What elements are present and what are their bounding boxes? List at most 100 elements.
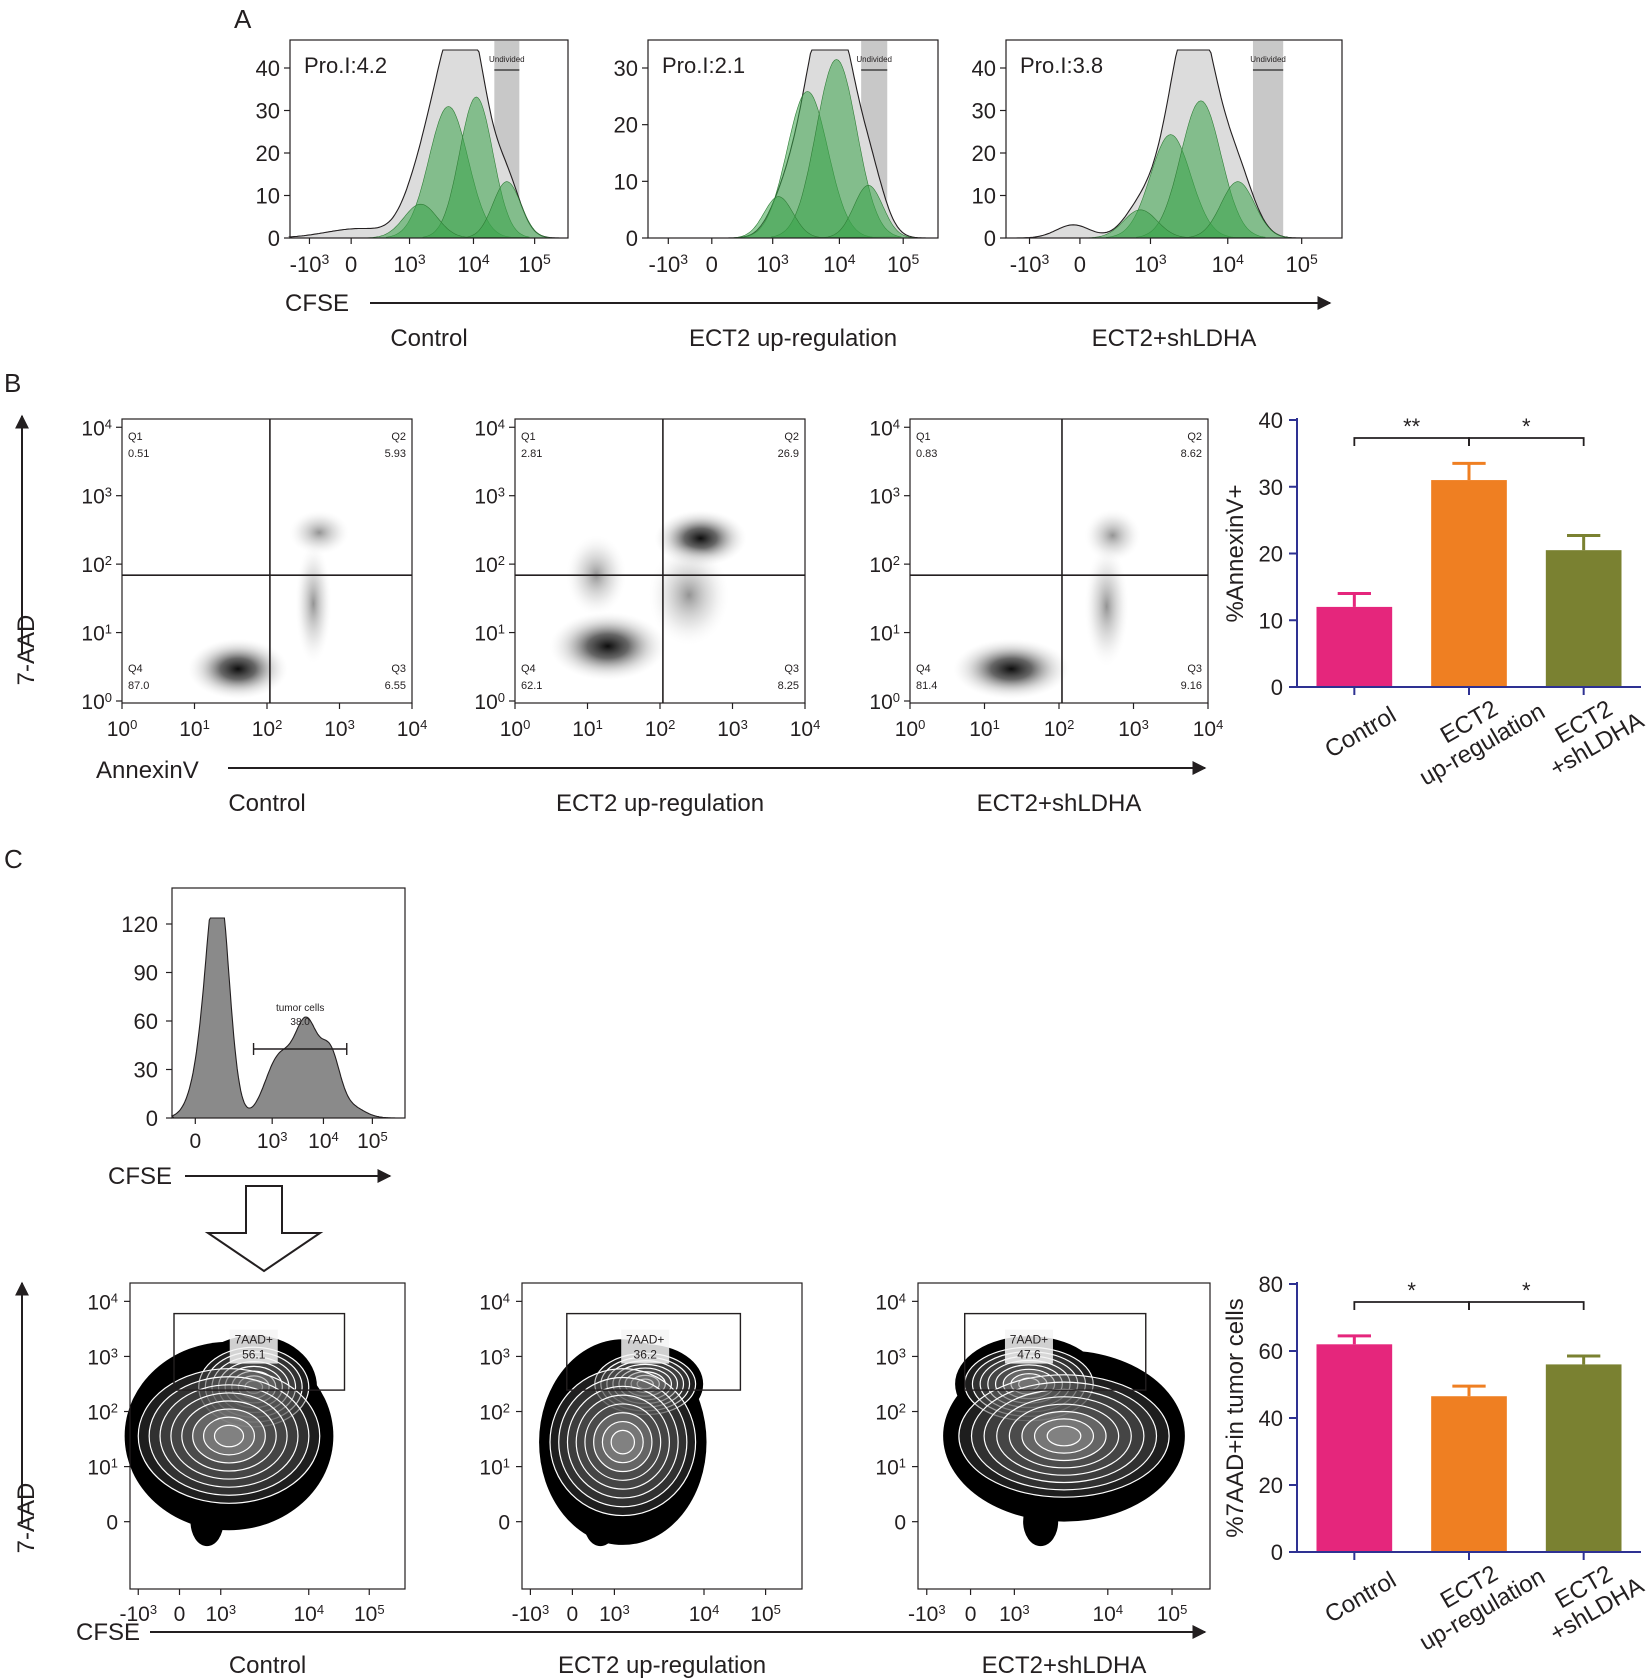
- quadrant-q4-value: 81.4: [916, 680, 937, 692]
- y-tick-label: 103: [81, 484, 112, 509]
- y-tick-label: 103: [479, 1345, 510, 1370]
- contour-ring: [1046, 1425, 1082, 1447]
- generation-peak: [821, 185, 915, 239]
- y-tick-label: 20: [972, 141, 996, 166]
- y-tick-label: 60: [134, 1009, 158, 1034]
- x-tick-label: 0: [1074, 252, 1086, 277]
- cfse-axis-title: CFSE: [285, 290, 349, 317]
- contour-ring: [618, 1367, 673, 1401]
- density-region: [1084, 509, 1141, 562]
- significance-label: *: [1407, 1278, 1416, 1303]
- category-label: ECT2+shLDHA: [1532, 685, 1646, 783]
- category-label: Control: [1320, 701, 1401, 763]
- y-tick-label: 104: [869, 416, 900, 441]
- condition-label: ECT2 up-regulation: [558, 1652, 766, 1679]
- x-tick-label: 100: [107, 717, 138, 742]
- contour-ring: [566, 1385, 679, 1499]
- x-tick-label: 102: [252, 717, 283, 742]
- gate-label-bg: [621, 1329, 670, 1364]
- x-tick-label: 0: [567, 1603, 579, 1626]
- proliferation-index: Pro.I:4.2: [304, 53, 387, 78]
- contour-ring: [148, 1376, 310, 1496]
- gate-label-bg: [229, 1329, 278, 1364]
- gate-value: 56.1: [242, 1348, 266, 1362]
- y-tick-label: 100: [81, 690, 112, 715]
- y-tick-label: 102: [869, 553, 900, 578]
- y-tick-label: 10: [256, 184, 280, 209]
- bar-control: [1316, 606, 1393, 687]
- plot-frame: [1005, 39, 1343, 239]
- x-tick-label: 103: [257, 1129, 288, 1154]
- aad-gate: [173, 1312, 346, 1391]
- contour-ring: [601, 1420, 644, 1464]
- plot-frame: [647, 39, 939, 239]
- undivided-gate-label: Undivided: [489, 55, 525, 64]
- y-tick-label: 40: [1259, 408, 1283, 433]
- quadrant-q3-value: 8.25: [778, 680, 799, 692]
- quadrant-q2-name: Q2: [1187, 431, 1202, 443]
- category-label: ECT2up-regulation: [1402, 675, 1550, 791]
- x-tick-label: 103: [717, 717, 748, 742]
- aad-axis-title: 7-AAD: [13, 1483, 40, 1554]
- category-label: ECT2+shLDHA: [1532, 1550, 1646, 1648]
- panel-label-a: A: [234, 4, 252, 34]
- y-tick-label: 104: [81, 416, 112, 441]
- condition-label: ECT2+shLDHA: [977, 790, 1142, 817]
- x-tick-label: 105: [1286, 251, 1318, 277]
- y-axis-label: %7AAD+in tumor cells: [1222, 1298, 1249, 1537]
- quadrant-q3-value: 9.16: [1181, 680, 1202, 692]
- contour-ring: [549, 1368, 697, 1517]
- plot-frame: [289, 39, 569, 239]
- contour-ring: [159, 1384, 299, 1488]
- quadrant-q2-name: Q2: [784, 431, 799, 443]
- generation-peak: [462, 181, 552, 239]
- aad-axis-title: 7-AAD: [13, 615, 40, 686]
- bar-ect2-up-regulation: [1431, 480, 1507, 687]
- histogram-curve: [171, 917, 405, 1119]
- cfse-axis-title: CFSE: [76, 1619, 140, 1646]
- panel-b: Q10.51Q25.93Q36.55Q487.01001011021031041…: [13, 408, 1646, 817]
- gate-name: 7AAD+: [1010, 1333, 1048, 1347]
- x-tick-label: 103: [999, 1602, 1030, 1627]
- contour-ring: [584, 1403, 662, 1481]
- x-tick-label: -103: [512, 1602, 550, 1627]
- x-tick-label: 0: [965, 1603, 977, 1626]
- y-tick-label: 104: [479, 1290, 510, 1315]
- quadrant-q1-value: 0.51: [128, 448, 149, 460]
- quadrant-q1-value: 0.83: [916, 448, 937, 460]
- y-tick-label: 104: [474, 416, 505, 441]
- y-tick-label: 104: [87, 1290, 118, 1315]
- y-tick-label: 30: [134, 1058, 158, 1083]
- x-tick-label: 103: [757, 251, 789, 277]
- y-tick-label: 103: [869, 484, 900, 509]
- y-tick-label: 90: [134, 961, 158, 986]
- density-region: [953, 638, 1070, 699]
- y-tick-label: 100: [869, 690, 900, 715]
- x-tick-label: -103: [908, 1602, 946, 1627]
- y-tick-label: 101: [87, 1455, 118, 1480]
- gate-value: 38.0: [290, 1017, 310, 1028]
- x-tick-label: 105: [1157, 1602, 1188, 1627]
- quadrant-q2-value: 8.62: [1181, 448, 1202, 460]
- density-region: [289, 510, 350, 555]
- contour-ring: [636, 1378, 654, 1390]
- quadrant-q1-name: Q1: [521, 431, 536, 443]
- y-tick-label: 101: [479, 1455, 510, 1480]
- contour-ring: [575, 1394, 670, 1490]
- x-tick-label: 105: [887, 251, 919, 277]
- bar-ect2-shldha: [1545, 1364, 1622, 1552]
- quadrant-q4-name: Q4: [916, 663, 931, 675]
- x-tick-label: 105: [750, 1602, 781, 1627]
- quadrant-q4-value: 87.0: [128, 680, 149, 692]
- x-tick-label: 102: [1044, 717, 1075, 742]
- significance-label: *: [1522, 1278, 1531, 1303]
- y-tick-label: 103: [875, 1345, 906, 1370]
- annexin-plot-control: Q1 0.51 Q2 5.93 Q3 6.55 Q4 87.0 100 101 102 103 104 1…: [81, 416, 427, 817]
- x-tick-label: 104: [1212, 251, 1244, 277]
- y-tick-label: 20: [1259, 542, 1283, 567]
- y-tick-label: 20: [614, 113, 638, 138]
- x-tick-label: 104: [823, 251, 855, 277]
- cfse-histogram-control: Undivided Pro.I:4.2 0 10 20 30 40 -103 0 103 104 10…: [256, 39, 569, 352]
- quadrant-q3-name: Q3: [1187, 663, 1202, 675]
